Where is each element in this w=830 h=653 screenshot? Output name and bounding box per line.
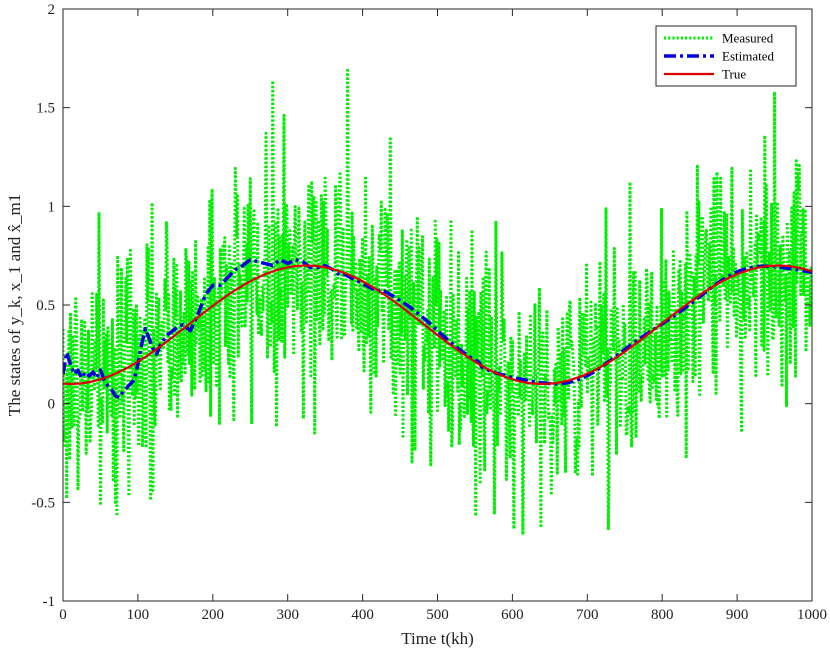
x-tick-label: 100 — [127, 607, 150, 623]
x-tick-label: 200 — [202, 607, 225, 623]
legend-label-true: True — [722, 67, 746, 82]
series-measured-line — [63, 66, 812, 537]
plot-area — [63, 66, 812, 537]
x-tick-label: 600 — [501, 607, 524, 623]
x-tick-label: 900 — [726, 607, 749, 623]
legend: Measured Estimated True — [655, 25, 797, 87]
x-tick-label: 0 — [59, 607, 67, 623]
x-tick-label: 500 — [426, 607, 449, 623]
x-tick-label: 800 — [651, 607, 674, 623]
y-tick-label: -1 — [43, 594, 56, 610]
y-tick-label: 2 — [48, 2, 56, 18]
x-tick-label: 1000 — [797, 607, 827, 623]
y-tick-label: 0 — [48, 397, 56, 413]
x-axis-title: Time t(kh) — [401, 629, 474, 648]
y-tick-label: 1 — [48, 199, 56, 215]
legend-box — [655, 25, 797, 87]
series-true-line — [63, 264, 812, 385]
y-axis-title: The states of y_k, x_1 and x̂_m1 — [5, 194, 24, 416]
legend-label-measured: Measured — [722, 31, 774, 46]
legend-label-estimated: Estimated — [722, 49, 774, 64]
axes: 0 100 200 300 400 500 600 700 800 900 1000 -1 -0.5 0 0… — [31, 2, 827, 623]
y-tick-label: -0.5 — [31, 495, 55, 511]
series-estimated-line — [63, 257, 812, 400]
x-tick-label: 400 — [351, 607, 374, 623]
x-tick-label: 300 — [276, 607, 299, 623]
y-tick-label: 0.5 — [36, 298, 55, 314]
x-tick-label: 700 — [576, 607, 599, 623]
y-tick-label: 1.5 — [36, 101, 55, 117]
